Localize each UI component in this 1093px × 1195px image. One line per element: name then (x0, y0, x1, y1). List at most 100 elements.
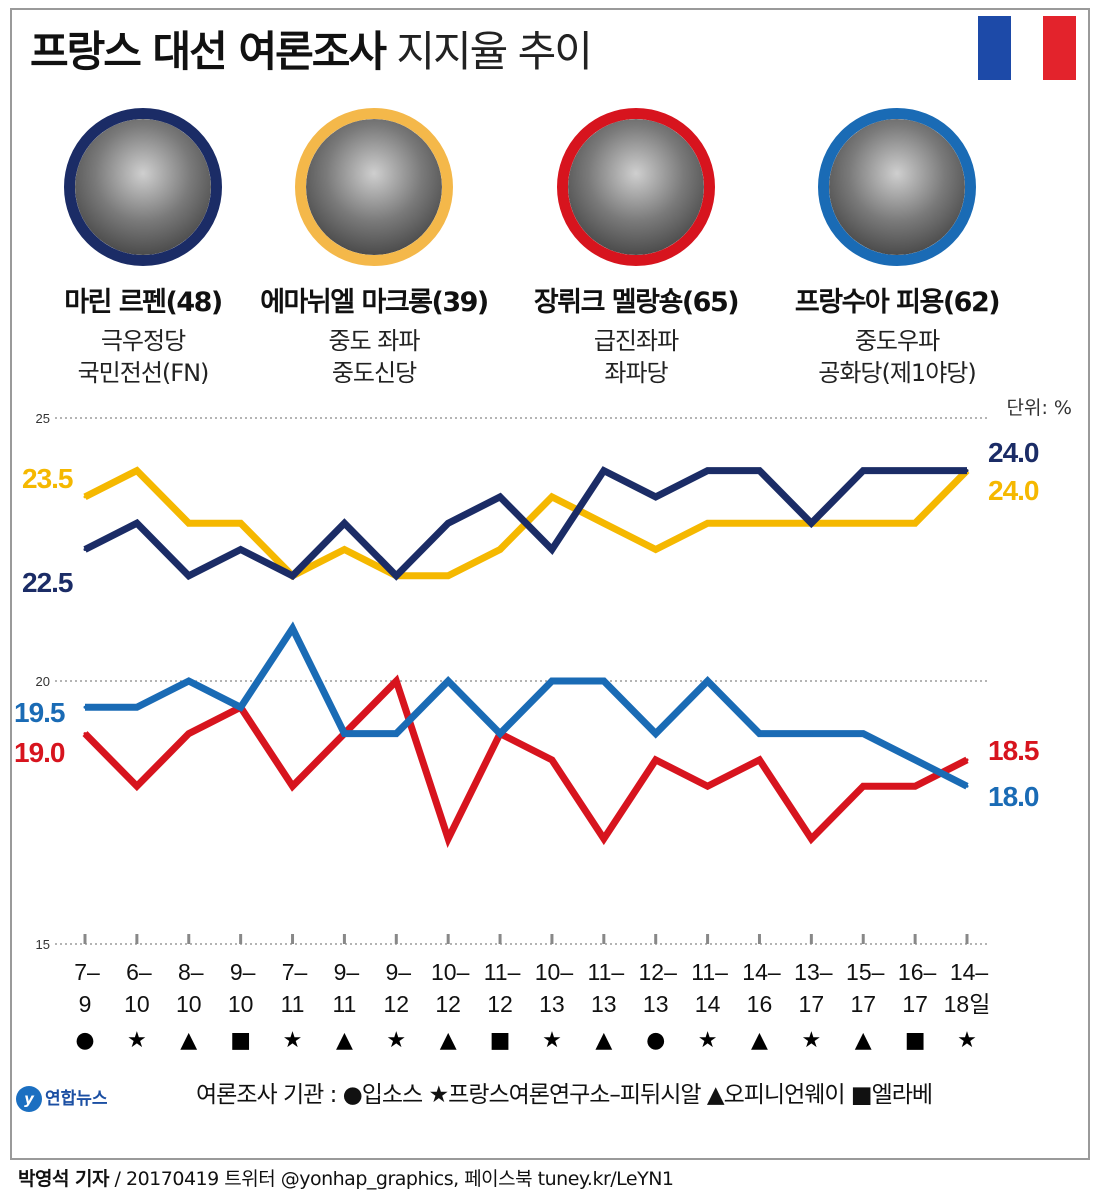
end-label-melenchon: 18.5 (988, 735, 1039, 766)
data-point (706, 784, 710, 788)
pollster-marker: ● (75, 1028, 94, 1053)
x-tick-label-bottom: 10 (124, 991, 150, 1017)
data-point (757, 758, 761, 762)
data-point (602, 679, 606, 683)
data-point (757, 521, 761, 525)
data-point (187, 521, 191, 525)
x-tick-label-top: 16– (898, 959, 937, 985)
candidate-party1: 중도 좌파 (328, 327, 421, 355)
x-tick-label-top: 9– (385, 959, 411, 985)
pollster-marker: ■ (905, 1028, 926, 1053)
x-tick-label-bottom: 13 (591, 991, 617, 1017)
x-tick-label-top: 9– (230, 959, 256, 985)
data-point (446, 679, 450, 683)
data-point (394, 732, 398, 736)
data-point (965, 784, 969, 788)
pollster-marker: ▲ (855, 1028, 872, 1053)
data-point (394, 679, 398, 683)
data-point (913, 469, 917, 473)
flag-red (1043, 16, 1077, 80)
data-point (913, 758, 917, 762)
portrait-lepen (64, 108, 222, 266)
y-tick-label: 15 (36, 937, 50, 952)
unit-label: 단위: % (1007, 397, 1072, 419)
data-point (913, 784, 917, 788)
legend-label-ipsos: 입소스 (361, 1082, 423, 1108)
x-tick-label-bottom: 10 (228, 991, 254, 1017)
data-point (654, 548, 658, 551)
data-point (342, 732, 346, 736)
footer-credits: / 20170419 트위터 @yonhap_graphics, 페이스북 tu… (109, 1168, 674, 1190)
data-point (83, 705, 87, 709)
frame (10, 8, 1090, 1160)
data-point (498, 548, 502, 551)
candidate-macron: 에마뉘엘 마크롱(39) 중도 좌파 중도신당 (249, 108, 499, 389)
end-label-macron: 24.0 (988, 475, 1039, 506)
candidate-lepen: 마린 르펜(48) 극우정당 국민전선(FN) (18, 108, 268, 389)
candidate-fillon: 프랑수아 피용(62) 중도우파 공화당(제1야당) (772, 108, 1022, 389)
data-point (654, 495, 658, 499)
data-point (342, 521, 346, 525)
data-point (550, 679, 554, 683)
flag-blue (978, 16, 1011, 80)
pollster-marker: ★ (801, 1028, 821, 1053)
data-point (135, 784, 139, 788)
title-light: 지지율 추이 (396, 27, 593, 76)
series-line-2 (82, 674, 969, 849)
pollster-marker: ★ (957, 1028, 977, 1053)
legend-label-ifop: 프랑스여론연구소–피뒤시알 (448, 1082, 701, 1108)
candidate-melenchon: 장뤼크 멜랑숑(65) 급진좌파 좌파당 (511, 108, 761, 389)
data-point (757, 732, 761, 736)
x-tick-label-top: 10– (431, 959, 470, 985)
data-point (550, 758, 554, 762)
candidate-party2: 중도신당 (331, 359, 417, 387)
x-tick-label-top: 14– (742, 959, 781, 985)
x-tick-label-bottom: 10 (176, 991, 202, 1017)
x-tick-label-bottom: 14 (695, 991, 721, 1017)
x-tick-label-bottom: 16 (747, 991, 773, 1017)
end-label-fillon: 18.0 (988, 781, 1039, 812)
pollster-marker: ▲ (595, 1028, 612, 1053)
data-point (291, 784, 295, 788)
x-tick-label-top: 11– (484, 959, 521, 985)
x-tick-label-bottom: 11 (332, 991, 356, 1017)
x-tick-label-bottom: 9 (79, 991, 92, 1017)
x-tick-label-bottom: 13 (539, 991, 565, 1017)
data-point (239, 705, 243, 709)
portrait-fillon (818, 108, 976, 266)
pollster-marker: ★ (386, 1028, 406, 1053)
data-point (135, 521, 139, 525)
logo-mark: y (16, 1086, 42, 1112)
data-point (654, 732, 658, 736)
data-point (446, 574, 450, 578)
legend-label-opinionway: 오피니언웨이 (723, 1082, 846, 1108)
x-tick-label-top: 12– (639, 959, 678, 985)
legend: 여론조사 기관 : ●입소스 ★프랑스여론연구소–피뒤시알 ▲오피니언웨이 ■엘… (196, 1075, 933, 1109)
flag-white (1010, 16, 1044, 80)
pollster-marker: ★ (127, 1028, 147, 1053)
x-tick-label-bottom: 12 (487, 991, 513, 1017)
yonhap-logo: y 연합뉴스 (16, 1084, 108, 1112)
data-point (550, 548, 554, 551)
candidate-party2: 국민전선(FN) (77, 359, 210, 387)
data-point (965, 758, 969, 762)
data-point (602, 469, 606, 473)
data-point (83, 732, 87, 736)
x-tick-label-top: 15– (846, 959, 885, 985)
candidate-party1: 극우정당 (100, 327, 186, 355)
pollster-marker: ▲ (751, 1028, 768, 1053)
data-point (291, 574, 295, 578)
data-point (187, 679, 191, 683)
data-point (706, 469, 710, 473)
portrait-melenchon (557, 108, 715, 266)
pollster-marker: ▲ (440, 1028, 457, 1053)
france-flag (978, 16, 1077, 80)
candidate-name: 장뤼크 멜랑숑(65) (533, 287, 740, 318)
data-point (913, 521, 917, 525)
candidate-party1: 급진좌파 (593, 327, 679, 355)
candidate-party2: 공화당(제1야당) (818, 359, 976, 387)
series-line-1 (83, 466, 967, 581)
x-tick-label-top: 7– (282, 959, 308, 985)
title-bold: 프랑스 대선 여론조사 (30, 27, 387, 76)
